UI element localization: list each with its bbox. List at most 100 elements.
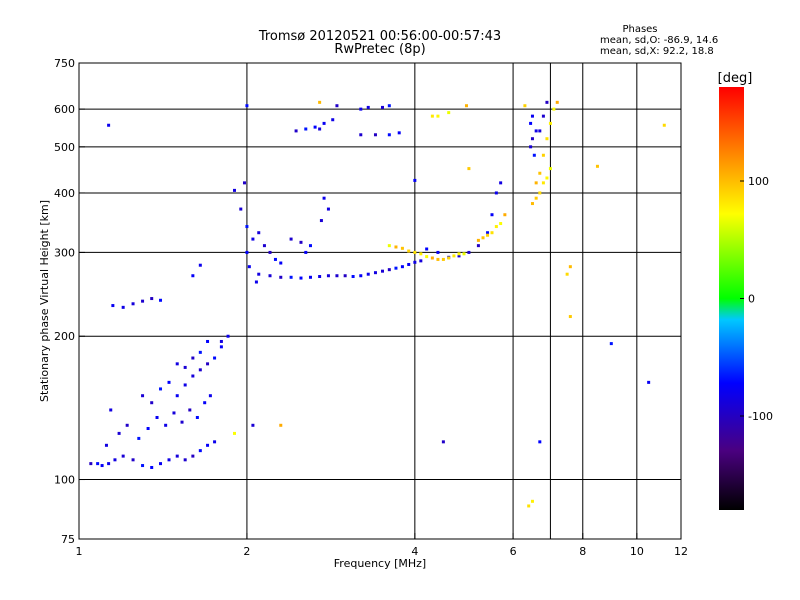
data-point [436, 257, 440, 261]
y-tick-label: 750 [54, 57, 75, 70]
data-point [191, 356, 195, 360]
data-point [247, 265, 251, 269]
data-point [476, 244, 480, 248]
data-point [436, 114, 440, 118]
data-point [452, 254, 456, 258]
data-point [326, 274, 330, 278]
data-point [107, 462, 111, 466]
data-point [125, 423, 129, 427]
data-point [494, 225, 498, 229]
data-point [532, 153, 536, 157]
x-tick-label: 8 [579, 545, 586, 558]
data-point [251, 237, 255, 241]
data-point [467, 167, 471, 171]
data-point [318, 275, 322, 279]
data-point [208, 394, 212, 398]
data-point [245, 250, 249, 254]
colorbar-label: [deg] [718, 71, 753, 86]
data-point [279, 423, 283, 427]
data-point [530, 202, 534, 206]
data-point [331, 118, 335, 122]
x-axis: 1 2 4 6 8 10 12 [76, 533, 688, 558]
data-point [400, 265, 404, 269]
phase-stats: Phases mean, sd,O: -86.9, 14.6 mean, sd,… [600, 24, 718, 57]
data-point [394, 266, 398, 270]
data-point [198, 350, 202, 354]
x-tick-label: 2 [243, 545, 250, 558]
data-point [251, 423, 255, 427]
data-point [529, 145, 533, 149]
data-point [164, 423, 168, 427]
data-point [565, 272, 569, 276]
chart-subtitle: RwPretec (8p) [334, 42, 425, 57]
data-point [159, 387, 163, 391]
y-tick-label: 100 [54, 474, 75, 487]
data-point [141, 464, 145, 468]
data-point [359, 107, 363, 111]
data-point [155, 415, 159, 419]
data-point [183, 458, 187, 462]
data-point [373, 271, 377, 275]
data-point [486, 233, 490, 237]
stats-line-x: mean, sd,X: 92.2, 18.8 [600, 46, 714, 57]
data-point [490, 213, 494, 217]
data-point [150, 297, 154, 301]
data-point [476, 238, 480, 242]
data-point [481, 236, 485, 240]
data-point [289, 237, 293, 241]
data-point [121, 305, 125, 309]
data-point [322, 121, 326, 125]
data-point [441, 440, 445, 444]
data-point [188, 408, 192, 412]
data-point [268, 274, 272, 278]
data-point [534, 129, 538, 133]
data-point [175, 394, 179, 398]
data-point [397, 131, 401, 135]
data-point [195, 415, 199, 419]
data-point [191, 374, 195, 378]
data-point [530, 499, 534, 503]
data-point [413, 178, 417, 182]
data-point [113, 458, 117, 462]
data-point [457, 252, 461, 256]
data-point [308, 244, 312, 248]
data-point [313, 125, 317, 129]
data-point [219, 345, 223, 349]
data-point [141, 394, 145, 398]
data-point [609, 342, 613, 346]
data-point [387, 104, 391, 108]
data-point [213, 356, 217, 360]
data-point [568, 315, 572, 319]
data-point [351, 275, 355, 279]
data-point [279, 261, 283, 265]
plot-frame [78, 62, 682, 540]
data-point [167, 458, 171, 462]
data-point [308, 275, 312, 279]
data-point [242, 181, 246, 185]
data-point [538, 171, 542, 175]
data-point [121, 454, 125, 458]
data-point [541, 153, 545, 157]
data-point [245, 104, 249, 108]
data-point [175, 362, 179, 366]
data-point [335, 104, 339, 108]
data-point [107, 123, 111, 127]
data-point [400, 246, 404, 250]
data-point [150, 401, 154, 405]
stats-heading: Phases [622, 24, 657, 35]
data-point [131, 302, 135, 306]
data-point [111, 304, 115, 308]
data-point [530, 114, 534, 118]
data-point [441, 257, 445, 261]
y-tick-label: 500 [54, 141, 75, 154]
data-point [538, 440, 542, 444]
data-point [541, 114, 545, 118]
data-point [180, 420, 184, 424]
data-point [387, 244, 391, 248]
y-axis-label: Stationary phase Virtual Height [km] [38, 200, 51, 402]
data-point [647, 380, 651, 384]
data-point [430, 114, 434, 118]
data-point [96, 462, 100, 466]
